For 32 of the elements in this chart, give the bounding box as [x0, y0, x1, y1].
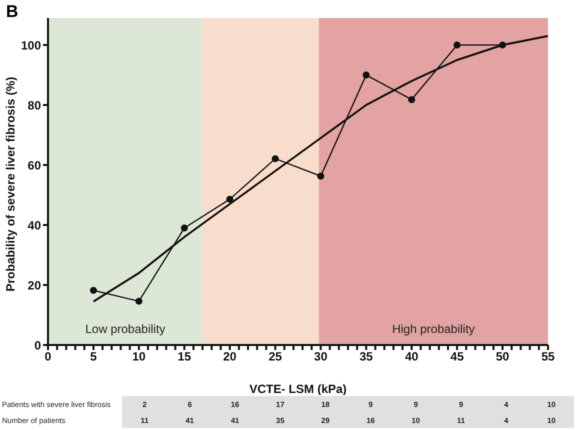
point — [317, 172, 324, 180]
x-tick-label: 40 — [404, 350, 419, 364]
point — [499, 42, 506, 48]
x-tick-label: 50 — [496, 350, 510, 364]
x-tick-label: 10 — [132, 350, 146, 364]
point — [272, 155, 279, 162]
x-tick-label: 20 — [223, 350, 237, 364]
point — [408, 96, 416, 104]
y-tick-label: 40 — [28, 218, 42, 232]
x-tick-label: 15 — [178, 350, 192, 364]
point — [90, 286, 97, 294]
point — [226, 196, 234, 203]
point — [180, 224, 188, 232]
x-tick-label: 35 — [360, 350, 374, 364]
y-tick-label: 60 — [28, 158, 42, 172]
y-tick-label: 100 — [20, 38, 42, 52]
point — [362, 72, 370, 78]
x-tick-label: 0 — [44, 350, 52, 364]
y-tick-label: 80 — [28, 98, 42, 112]
x-tick-label: 5 — [90, 350, 98, 364]
x-tick-label: 55 — [541, 350, 555, 364]
band-label: Low probability — [85, 322, 166, 336]
x-tick-label: 25 — [268, 350, 282, 364]
x-tick-label: 30 — [314, 350, 328, 364]
band-label: High probability — [392, 322, 475, 336]
point — [135, 298, 142, 305]
chart-title: B — [6, 2, 18, 22]
y-tick-label: 0 — [34, 338, 42, 352]
y-axis-title: Probability of severe liver fibrosis (%) — [3, 76, 18, 292]
x-tick-label: 45 — [450, 350, 464, 364]
y-tick-label: 20 — [28, 278, 42, 292]
point — [454, 42, 461, 48]
